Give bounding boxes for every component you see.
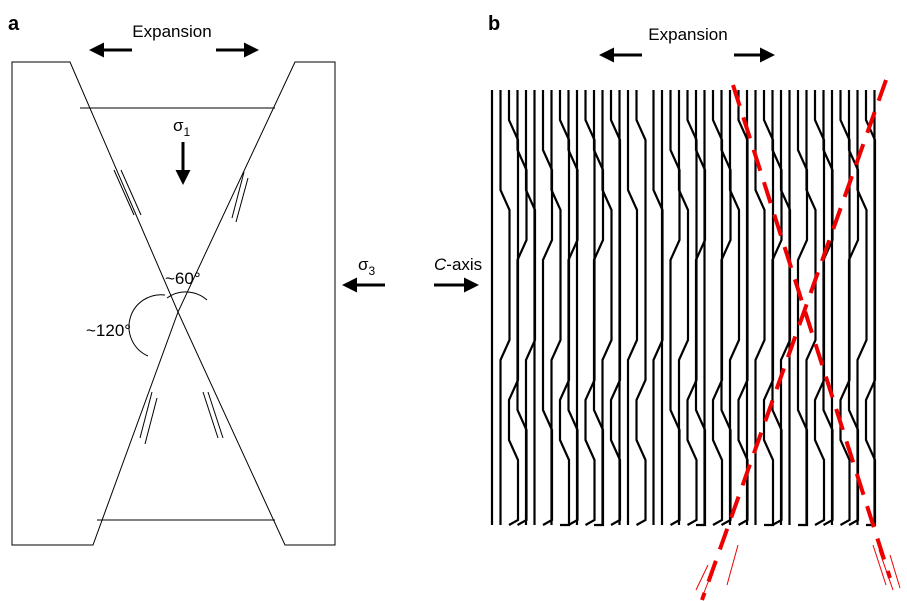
panel-label: a — [8, 13, 20, 35]
subscript: 1 — [184, 125, 191, 139]
lattice-line — [501, 90, 510, 525]
expansion-label: Expansion — [648, 25, 727, 44]
lattice-line — [628, 90, 637, 525]
figure: a Expansion σ1 ~60° ~120° σ3 C-axis b Ex… — [0, 0, 907, 601]
angle-label: ~60° — [165, 269, 201, 288]
sigma1-symbol: σ1 — [173, 116, 191, 139]
shear-sense — [696, 545, 900, 595]
panel-label: b — [488, 13, 500, 35]
angle-label: ~120° — [86, 321, 131, 340]
axis-text: -axis — [446, 255, 482, 274]
sigma: σ — [173, 116, 184, 135]
c-axis-label: C-axis — [434, 255, 482, 274]
expansion-label: Expansion — [132, 22, 211, 41]
c-italic: C — [434, 255, 447, 274]
lattice-lines — [492, 90, 875, 525]
subscript: 3 — [369, 264, 376, 278]
sigma: σ — [358, 255, 369, 274]
sigma3-symbol: σ3 — [358, 255, 376, 278]
